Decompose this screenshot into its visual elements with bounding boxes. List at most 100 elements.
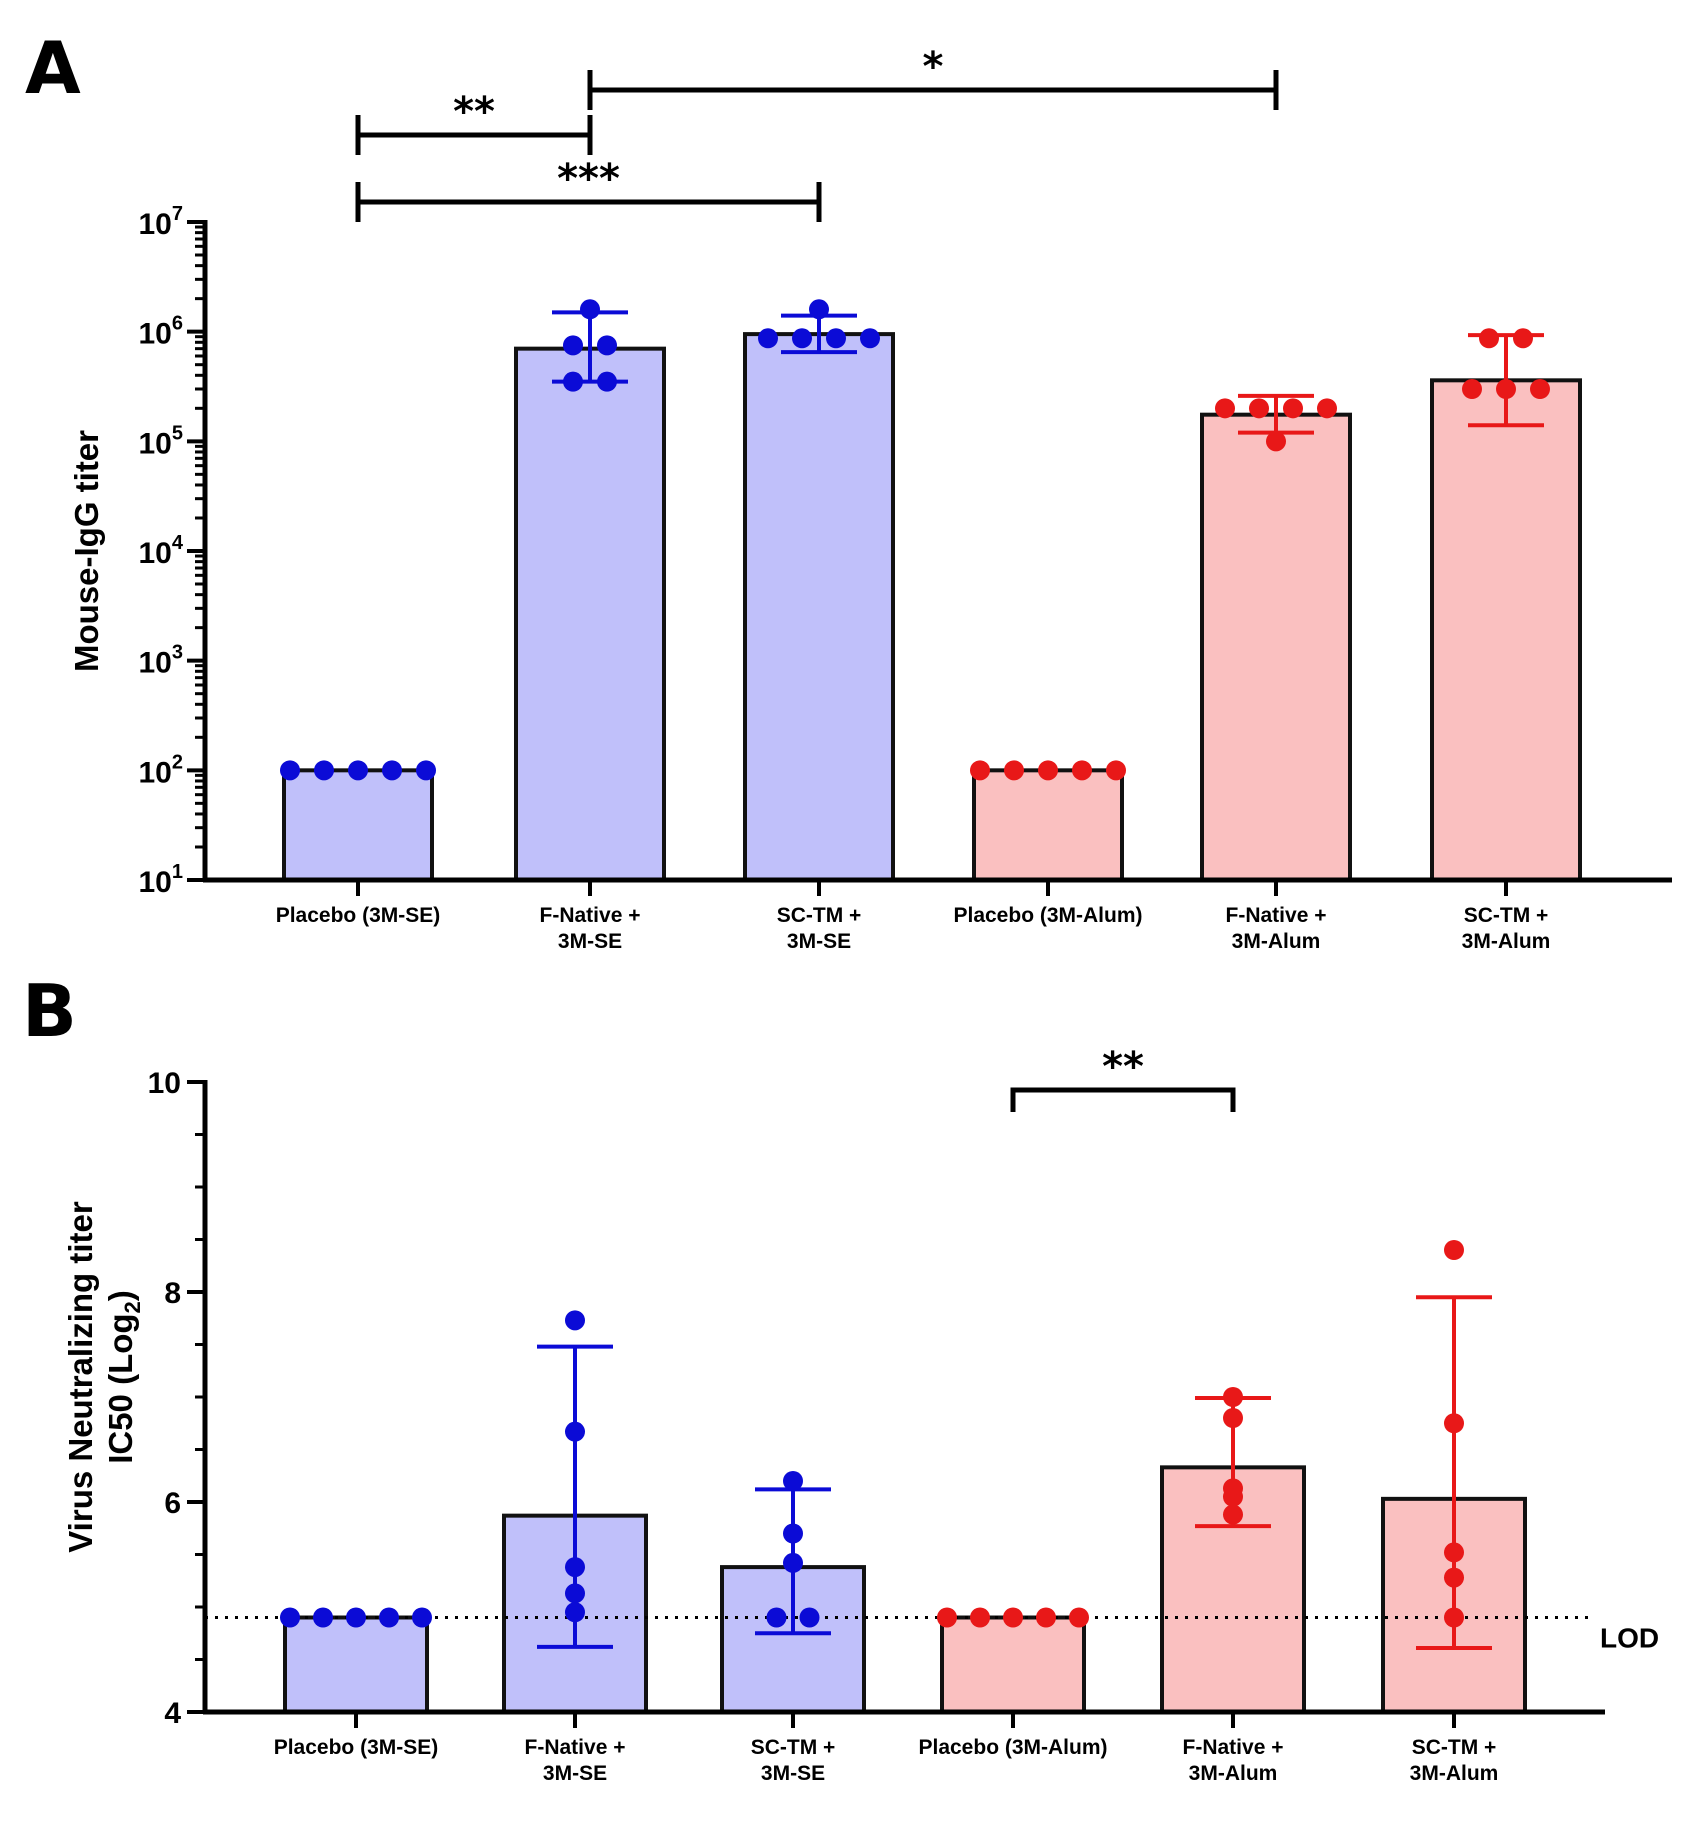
y-axis-title-line1: Virus Neutralizing titer	[62, 1201, 99, 1553]
panel-letter: B	[22, 969, 77, 1053]
x-category-label: F-Native +	[1226, 904, 1327, 927]
y-tick-exponent: 7	[172, 203, 183, 225]
data-point	[1444, 1542, 1464, 1563]
data-point	[1462, 379, 1482, 400]
bar	[1430, 378, 1582, 882]
significance-bracket: **	[355, 89, 593, 155]
y-axis-title: Virus Neutralizing titer IC50 (Log2)	[62, 1201, 145, 1553]
y-tick-exponent: 1	[172, 861, 183, 883]
significance-bracket: ***	[355, 156, 822, 222]
x-category-label: F-Native +	[540, 904, 641, 927]
data-point	[1036, 1607, 1056, 1628]
data-point	[314, 760, 334, 781]
y-tick-exponent: 5	[172, 422, 183, 444]
data-point	[1444, 1240, 1464, 1260]
data-point	[563, 335, 583, 356]
y-tick-base: 10	[139, 427, 172, 460]
data-point	[1317, 398, 1337, 419]
x-category-label: 3M-SE	[558, 930, 622, 953]
data-point	[1444, 1567, 1464, 1588]
data-point	[1223, 1504, 1243, 1525]
data-point	[799, 1607, 820, 1628]
y-tick-exponent: 4	[172, 532, 184, 554]
y-tick-label: 6	[164, 1487, 181, 1520]
x-category-label: 3M-SE	[787, 930, 851, 953]
y-tick-label: 104	[139, 532, 184, 570]
y-axis-title-subscript: 2	[120, 1301, 145, 1313]
data-point	[758, 328, 778, 349]
bar	[743, 332, 895, 883]
y-tick-base: 10	[139, 537, 172, 570]
data-point	[1266, 431, 1286, 452]
x-category-label: 3M-Alum	[1232, 930, 1321, 953]
y-tick-exponent: 6	[172, 313, 183, 335]
data-point	[597, 371, 617, 392]
data-point	[1444, 1413, 1464, 1434]
data-point	[565, 1310, 585, 1331]
x-category-label: Placebo (3M-Alum)	[918, 1736, 1107, 1759]
y-tick-base: 10	[139, 756, 172, 789]
data-point	[1530, 379, 1550, 400]
data-point	[280, 1607, 300, 1628]
y-axis-title-close: )	[102, 1290, 139, 1301]
data-point	[1069, 1607, 1089, 1628]
y-axis-title-text: IC50 (Log	[102, 1313, 139, 1463]
data-point	[1038, 760, 1058, 781]
data-point	[1223, 1408, 1243, 1428]
x-category-label: Placebo (3M-Alum)	[953, 904, 1142, 927]
data-point	[563, 371, 583, 392]
significance-bracket: *	[587, 44, 1279, 110]
panel-letter: A	[25, 26, 81, 110]
x-category-label: Placebo (3M-SE)	[276, 904, 441, 927]
data-point	[597, 335, 617, 356]
x-category-label: 3M-Alum	[1462, 930, 1551, 953]
x-category-label: SC-TM +	[777, 904, 862, 927]
data-point	[565, 1602, 585, 1623]
data-point	[379, 1607, 399, 1628]
data-point	[1223, 1478, 1243, 1499]
data-point	[346, 1607, 366, 1628]
data-point	[565, 1421, 585, 1442]
y-tick-label: 103	[139, 642, 184, 680]
panel-b-chart: B LOD 4 6 8 10 Virus Neutralizing titer IC50 (L…	[22, 969, 1659, 1785]
lod-label: LOD	[1600, 1623, 1659, 1654]
bar	[972, 768, 1124, 882]
x-category-label: F-Native +	[1183, 1736, 1284, 1759]
y-tick-label: 107	[139, 203, 184, 241]
bar	[282, 768, 434, 882]
x-category-label: 3M-SE	[761, 1762, 825, 1785]
x-category-label: SC-TM +	[1412, 1736, 1497, 1759]
data-point	[783, 1523, 803, 1544]
data-point	[1496, 379, 1516, 400]
data-point	[565, 1583, 585, 1604]
data-point	[382, 760, 402, 781]
data-point	[766, 1607, 787, 1628]
data-point	[1283, 398, 1303, 419]
data-point	[580, 299, 600, 320]
y-tick-base: 10	[139, 208, 172, 241]
bracket-line	[1010, 1087, 1236, 1112]
bar	[283, 1615, 429, 1714]
significance-label: **	[1102, 1044, 1144, 1090]
data-point	[1513, 328, 1533, 349]
data-point	[809, 299, 829, 320]
x-category-label: 3M-Alum	[1410, 1762, 1499, 1785]
y-axis-title-line2: IC50 (Log2)	[102, 1290, 145, 1464]
data-point	[1004, 760, 1024, 781]
data-point	[1479, 328, 1499, 349]
data-point	[1072, 760, 1092, 781]
data-point	[783, 1471, 803, 1491]
x-category-label: 3M-SE	[543, 1762, 607, 1785]
bar	[514, 346, 666, 882]
data-point	[1249, 398, 1269, 419]
data-point	[783, 1552, 803, 1573]
y-tick-exponent: 3	[172, 642, 183, 664]
significance-label: ***	[557, 156, 620, 202]
y-tick-label: 4	[164, 1697, 181, 1730]
data-point	[313, 1607, 333, 1628]
data-point	[792, 328, 812, 349]
significance-bracket: **	[1010, 1044, 1236, 1112]
y-tick-base: 10	[139, 318, 172, 351]
